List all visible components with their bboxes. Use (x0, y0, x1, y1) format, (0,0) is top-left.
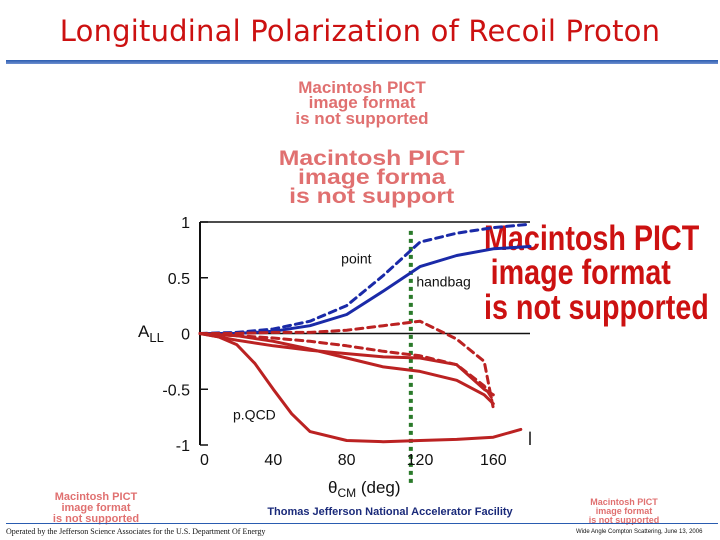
annotation-2: handbag (416, 274, 471, 290)
pict-line: Macintosh PICT (54, 491, 138, 503)
title-rule (6, 60, 718, 64)
pict-line: image format (595, 506, 653, 516)
y-axis-label-sub: LL (149, 330, 163, 345)
pict-line: Macintosh PICT (278, 147, 465, 170)
pict-line: is not supported (52, 513, 140, 525)
pict-line: is not support (289, 184, 455, 208)
pict-line: image format (308, 93, 416, 113)
pict-line: Macintosh PICT (298, 78, 426, 97)
x-tick-label: 120 (407, 452, 434, 469)
x-tick-label: 80 (338, 452, 356, 469)
x-tick-label: 40 (264, 452, 282, 469)
series-line-6 (198, 332, 495, 406)
pict-line: is not supported (295, 108, 429, 128)
pict-placeholder-middle: Macintosh PICT image forma is not suppor… (118, 147, 625, 208)
footer-talk-info: Wide Angle Compton Scattering, June 13, … (576, 529, 703, 535)
y-tick-label: 1 (181, 215, 190, 232)
footer-operator: Operated by the Jefferson Science Associ… (6, 527, 266, 536)
slide-title: Longitudinal Polarization of Recoil Prot… (59, 14, 661, 48)
series-line-5 (198, 332, 495, 397)
pict-line: image format (490, 253, 671, 293)
pict-line: is not supported (588, 515, 660, 525)
y-axis-label-main: A (138, 322, 150, 341)
pict-placeholder-top: Macintosh PICT image format is not suppo… (212, 78, 512, 128)
x-tick-label: 160 (480, 452, 507, 469)
pict-line: Macintosh PICT (484, 219, 700, 258)
annotation-3: p.QCD (233, 406, 276, 422)
y-axis-label: ALL (138, 322, 164, 345)
x-tick-label: 0 (200, 452, 209, 469)
pict-placeholder-footer-left: Macintosh PICT image format is not suppo… (6, 492, 186, 525)
y-tick-label: 0 (181, 327, 190, 344)
pict-line: image forma (298, 165, 446, 189)
x-axis-label-sub: CM (337, 486, 356, 500)
y-tick-label: -0.5 (162, 382, 190, 399)
pict-placeholder-footer-right: Macintosh PICT image format is not suppo… (572, 498, 676, 525)
y-tick-label: 0.5 (168, 271, 190, 288)
series-line-4 (198, 332, 495, 402)
series-group (198, 222, 532, 444)
chart-text: ALL θCM (deg) 1 0.5 0 -0.5 -1 0 40 80 120 160 poin… (138, 215, 507, 500)
pict-line: image format (61, 502, 131, 514)
footer-rule (6, 523, 718, 524)
series-line-7 (198, 332, 523, 444)
x-axis-label: θCM (deg) (328, 478, 401, 500)
annotation-1: point (341, 250, 371, 266)
y-tick-label: -1 (176, 438, 190, 455)
pict-line: Macintosh PICT (590, 497, 658, 507)
x-axis-label-main: θ (328, 478, 337, 497)
pict-line: is not supported (484, 287, 709, 327)
pict-placeholder-right: Macintosh PICT image format is not suppo… (484, 219, 709, 327)
series-line-1 (198, 222, 532, 335)
x-axis-label-unit: (deg) (356, 478, 400, 497)
footer-lab-name: Thomas Jefferson National Accelerator Fa… (267, 506, 513, 518)
series-line-3 (198, 319, 495, 410)
